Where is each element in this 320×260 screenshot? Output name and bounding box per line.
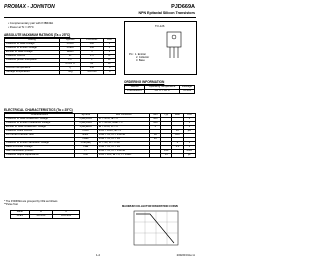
cell: Tstg (59, 69, 81, 75)
row: Collector output capacitance Cob VCB = 10V… (4, 152, 197, 158)
cell: Storage temperature (3, 69, 61, 75)
feature: • Complementary pair with PJB649A (8, 21, 54, 25)
pin: 2. Collector (136, 56, 150, 60)
cell: hFE1 (10, 213, 30, 219)
graph-title: MAXIMUM COLLECTOR DISSIPATION CURVE (122, 205, 179, 208)
row: Gain bandwidth product fT VCE = 5V, IC = 1… (4, 148, 197, 154)
note: **Pulse Test (4, 203, 18, 207)
cell: TO-126 (178, 88, 196, 94)
package-box: TO-126 Pin : 1. Emitter 2. Collector 3. … (124, 21, 197, 75)
section-title: ABSOLUTE MAXIMUM RATINGS (Ta = 25°C) (4, 33, 71, 37)
cell: -20°C ~ 85°C (144, 88, 180, 94)
package-drawing (166, 31, 182, 58)
row: hFE1 60~120 100~200 (10, 213, 80, 219)
cell: Collector output capacitance (4, 152, 75, 158)
notes: * The PJD669A are grouped by hFE as foll… (4, 200, 57, 207)
note: * The PJD669A are grouped by hFE as foll… (4, 200, 58, 203)
logo: PROMAX - JOHNTON (4, 4, 55, 10)
subtitle: NPN Epitaxial Silicon Transistors (138, 11, 195, 15)
cell: -55~150 (80, 69, 104, 75)
feature-text: Complementary pair with PJB649A (9, 21, 54, 25)
row: Collector to emitter breakdown voltage V(… (4, 120, 197, 126)
row: PJD669ACX -20°C ~ 85°C TO-126 (123, 88, 196, 94)
cell: Cob (73, 152, 98, 158)
cell: pF (182, 152, 197, 158)
section-title: ELECTRICAL CHARACTERISTICS (Ta = 25°C) (4, 108, 73, 112)
table: Characteristics Symbol Test Condition Min Ty… (4, 113, 197, 158)
cell: 100~200 (52, 213, 80, 219)
cell: VCB = 10V, IE = 0, f = 1MHz (96, 152, 151, 158)
cell (149, 152, 162, 158)
package-name: TO-126 (155, 24, 165, 28)
cell: 14 (160, 152, 173, 158)
cell: PJD669ACX (123, 88, 146, 94)
pin-list: Pin : 1. Emitter 2. Collector 3. Base (129, 53, 149, 63)
row: Storage temperature Tstg -55~150 °C (3, 69, 117, 75)
revision-date: 2002/03 Rev A (176, 253, 195, 257)
row: Collector to emitter saturation voltage V… (4, 140, 197, 146)
part-number: PJD669A (171, 4, 195, 10)
cell: °C (102, 69, 117, 75)
table: Device Operating Temperature Package PJD669… (123, 85, 196, 94)
pin: Pin : 1. Emitter (129, 53, 147, 56)
pin: 3. Base (136, 59, 145, 63)
graph (133, 210, 179, 246)
page: { "header": {"logo": "PROMAX - JOHNTON",… (3, 4, 197, 257)
page-number: 1-2 (96, 253, 101, 257)
section-title: ORDERING INFORMATION (124, 80, 165, 84)
feature: • Power at Tc = 25°C (8, 25, 34, 29)
cell: 60~120 (28, 213, 54, 219)
cell (171, 152, 184, 158)
table: Rating Symbol PJD669A Unit Collector to base… (3, 38, 117, 75)
feature-text: Power at Tc = 25°C (9, 25, 34, 29)
rule (4, 17, 196, 18)
